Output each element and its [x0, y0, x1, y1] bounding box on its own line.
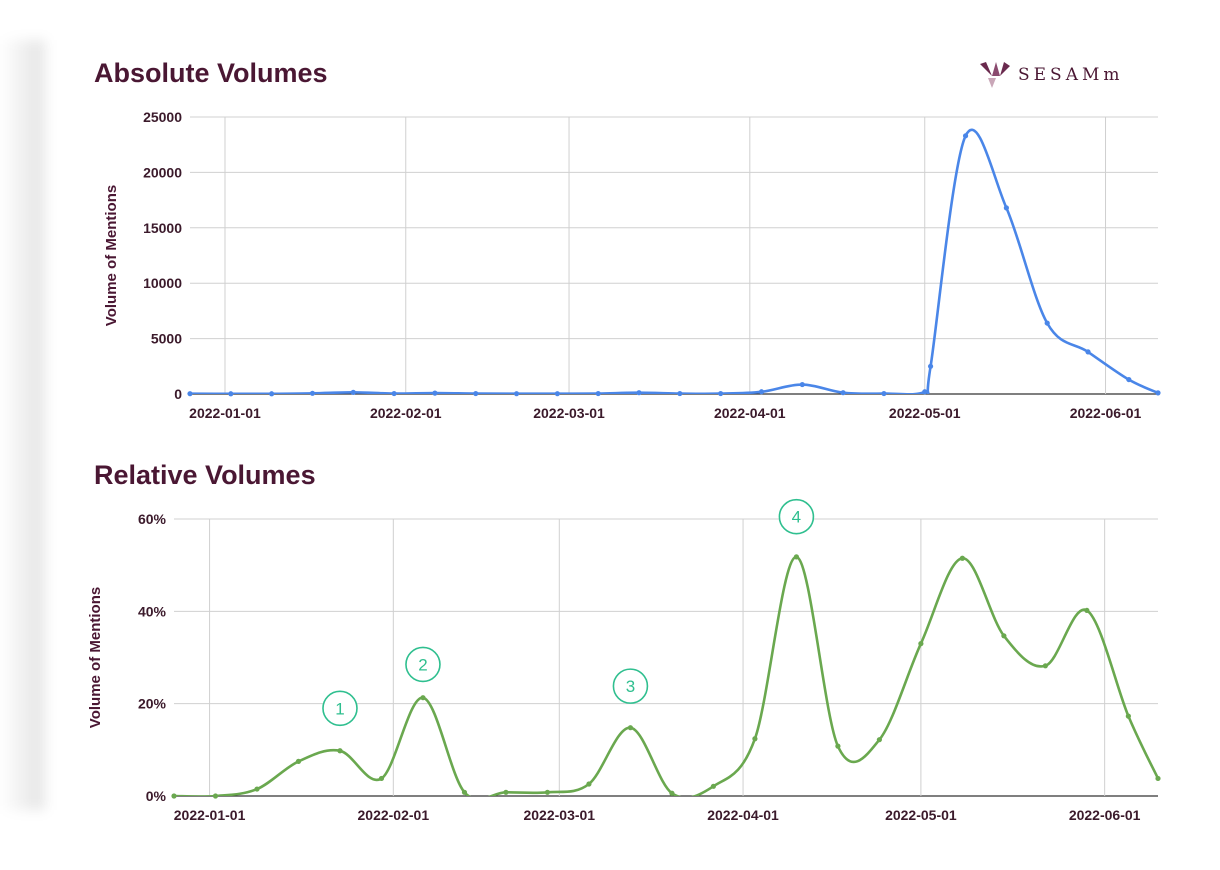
abs-point-10 — [595, 390, 601, 397]
rel-point-8 — [503, 789, 509, 795]
rel-annotation-label-2: 3 — [626, 677, 635, 696]
abs-point-6 — [432, 390, 438, 396]
abs-point-0 — [187, 391, 193, 397]
rel-annotation-circle-3 — [778, 498, 815, 535]
rel-point-6 — [420, 695, 426, 701]
rel-point-16 — [835, 743, 841, 749]
absolute-volumes-chart: 0 5000 10000 15000 20000 25000 2022-01-01 2022-… — [103, 109, 1161, 421]
rel-annotation-circle-0 — [322, 690, 358, 727]
rel-point-5 — [378, 775, 385, 782]
abs-point-13 — [718, 390, 724, 397]
abs-point-8 — [513, 391, 520, 397]
sesamm-logo: SESAMm — [978, 60, 1124, 90]
rel-annotation-label-1: 2 — [418, 655, 427, 674]
rel-point-11 — [627, 725, 634, 731]
sesamm-logo-text: SESAMm — [1018, 65, 1124, 85]
rel-ytick-label-3: 60% — [138, 511, 167, 527]
rel-point-14 — [752, 736, 758, 742]
abs-ytick-label-1: 5000 — [151, 331, 182, 347]
rel-point-22 — [1084, 607, 1090, 614]
rel-ytick-label-2: 40% — [138, 603, 167, 619]
rel-annotation-circle-2 — [612, 668, 649, 704]
abs-point-16 — [840, 390, 846, 396]
abs-point-1 — [228, 391, 234, 397]
abs-point-21 — [1003, 205, 1009, 211]
abs-ytick-label-3: 15000 — [143, 220, 182, 236]
abs-point-14 — [758, 389, 765, 395]
abs-point-24 — [1126, 376, 1132, 383]
abs-ytick-label-0: 0 — [174, 386, 182, 402]
rel-point-2 — [254, 786, 260, 792]
abs-point-11 — [636, 390, 642, 396]
rel-annotation-circle-1 — [405, 646, 441, 683]
rel-point-3 — [295, 758, 302, 764]
abs-xtick-label-2: 2022-03-01 — [533, 405, 605, 421]
abs-ytick-label-2: 10000 — [143, 275, 182, 291]
rel-point-12 — [669, 790, 675, 796]
abs-ytick-label-4: 20000 — [143, 164, 182, 180]
rel-ytick-label-0: 0% — [146, 788, 167, 804]
abs-point-25 — [1155, 390, 1161, 396]
abs-point-7 — [473, 390, 479, 397]
abs-xtick-label-1: 2022-02-01 — [370, 405, 442, 421]
rel-xtick-label-3: 2022-04-01 — [707, 807, 779, 823]
rel-annotation-label-0: 1 — [335, 699, 344, 718]
abs-point-18 — [922, 389, 928, 395]
rel-xtick-label-0: 2022-01-01 — [174, 807, 246, 823]
rel-point-19 — [959, 555, 965, 561]
rel-xtick-label-5: 2022-06-01 — [1069, 807, 1141, 823]
rel-point-0 — [171, 793, 177, 799]
abs-ylabel: Volume of Mentions — [103, 185, 120, 326]
absolute-volumes-title: Absolute Volumes — [94, 58, 328, 88]
rel-ylabel: Volume of Mentions — [87, 587, 104, 728]
rel-point-21 — [1042, 663, 1048, 669]
rel-point-9 — [544, 789, 551, 795]
rel-point-24 — [1155, 775, 1161, 782]
abs-xtick-label-4: 2022-05-01 — [889, 405, 961, 421]
abs-xtick-label-3: 2022-04-01 — [714, 405, 786, 421]
abs-point-2 — [269, 391, 275, 397]
page-edge-shadow — [0, 40, 48, 810]
abs-point-15 — [799, 381, 805, 388]
rel-point-20 — [1001, 633, 1007, 639]
abs-ytick-label-5: 25000 — [143, 109, 182, 125]
relative-volumes-title: Relative Volumes — [94, 460, 316, 490]
abs-point-20 — [962, 133, 969, 139]
rel-point-4 — [337, 748, 343, 754]
rel-point-7 — [461, 789, 468, 795]
abs-point-12 — [677, 390, 683, 397]
rel-point-1 — [212, 793, 219, 799]
rel-point-23 — [1125, 713, 1131, 719]
rel-point-13 — [710, 783, 717, 789]
abs-point-22 — [1044, 320, 1050, 326]
abs-point-5 — [391, 390, 397, 397]
rel-point-18 — [918, 641, 924, 647]
sesamm-logo-icon — [980, 62, 1010, 88]
rel-xtick-label-4: 2022-05-01 — [885, 807, 957, 823]
abs-xtick-label-5: 2022-06-01 — [1070, 405, 1142, 421]
abs-point-23 — [1085, 349, 1091, 355]
abs-point-19 — [927, 363, 934, 369]
rel-ytick-label-1: 20% — [138, 696, 167, 712]
rel-point-17 — [876, 737, 882, 743]
abs-point-3 — [309, 390, 316, 396]
rel-point-15 — [793, 554, 800, 560]
rel-point-10 — [586, 781, 592, 787]
abs-xtick-label-0: 2022-01-01 — [189, 405, 261, 421]
abs-point-17 — [881, 390, 887, 397]
rel-xtick-label-2: 2022-03-01 — [523, 807, 595, 823]
rel-annotation-label-3: 4 — [792, 508, 801, 527]
abs-point-4 — [350, 389, 356, 395]
rel-series-line-0 — [174, 555, 1160, 796]
rel-xtick-label-1: 2022-02-01 — [358, 807, 430, 823]
abs-point-9 — [554, 391, 560, 397]
